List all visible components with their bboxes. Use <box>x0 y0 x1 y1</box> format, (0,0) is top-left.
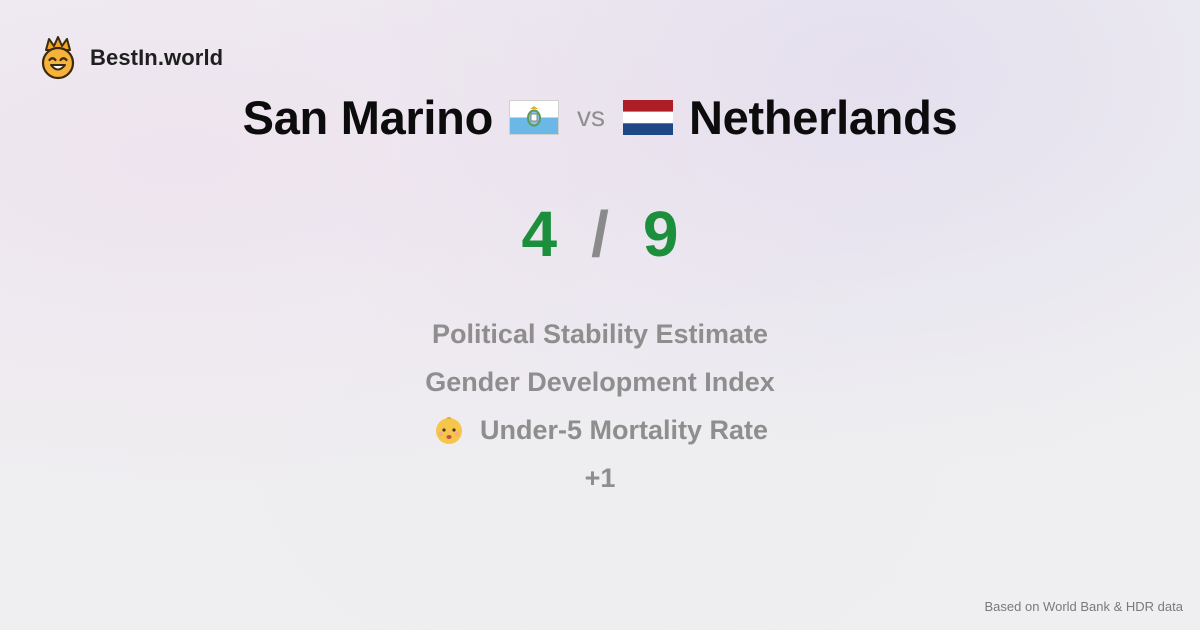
metrics-list: Political Stability Estimate Gender Deve… <box>0 310 1200 502</box>
netherlands-flag-icon <box>623 99 673 135</box>
baby-face-icon <box>435 417 462 444</box>
metric-item: Gender Development Index <box>425 358 775 406</box>
score: 4 / 9 <box>0 192 1200 276</box>
left-country-name: San Marino <box>242 90 494 144</box>
vs-label: vs <box>577 101 605 132</box>
metric-item: Under-5 Mortality Rate <box>432 406 768 454</box>
right-score: 9 <box>642 198 679 270</box>
left-score: 4 <box>521 198 558 270</box>
data-source-note: Based on World Bank & HDR data <box>984 599 1183 614</box>
metric-label: Under-5 Mortality Rate <box>479 414 769 445</box>
more-metrics-count: +1 <box>584 462 616 493</box>
score-separator: / <box>591 198 609 270</box>
san-marino-flag-icon <box>509 99 559 135</box>
right-country-name: Netherlands <box>689 90 958 144</box>
brand-name: BestIn.world <box>90 45 224 70</box>
comparison-title: San Marino vs Netherlands <box>0 84 1200 150</box>
metric-label: Political Stability Estimate <box>431 318 769 349</box>
brand[interactable]: BestIn.world <box>38 36 223 80</box>
metric-item: Political Stability Estimate <box>432 310 768 358</box>
metric-label: Gender Development Index <box>425 366 775 397</box>
crowned-smiley-icon <box>41 36 75 80</box>
